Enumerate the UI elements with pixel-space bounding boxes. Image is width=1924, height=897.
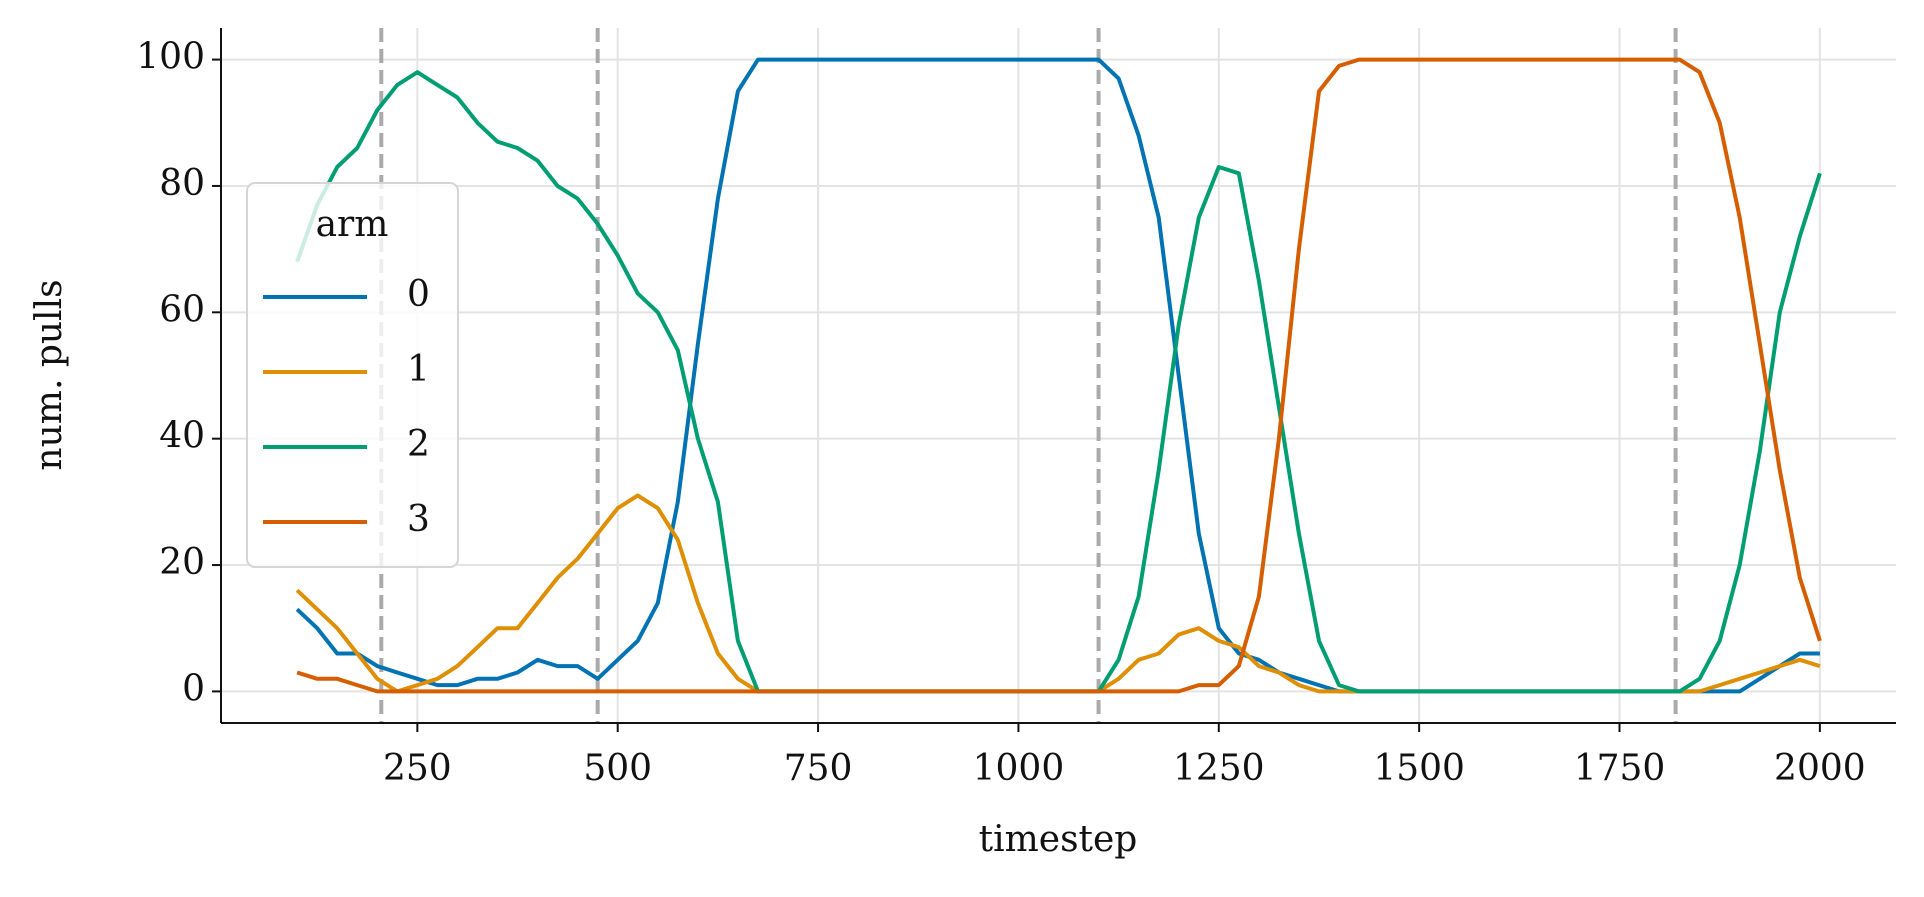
y-tick-label: 60 bbox=[159, 289, 205, 330]
series-line bbox=[295, 493, 1821, 694]
x-tick-label: 1000 bbox=[973, 748, 1065, 789]
series-line bbox=[295, 70, 1822, 694]
x-tick-label: 1250 bbox=[1173, 748, 1265, 789]
legend-label: 2 bbox=[407, 424, 430, 465]
y-tick-label: 40 bbox=[159, 416, 205, 457]
x-tick-label: 1750 bbox=[1574, 748, 1666, 789]
series-line bbox=[296, 57, 1822, 694]
x-tick-label: 250 bbox=[383, 748, 452, 789]
y-tick-label: 80 bbox=[159, 163, 205, 204]
x-tick-label: 750 bbox=[784, 748, 853, 789]
x-tick-label: 1500 bbox=[1373, 748, 1465, 789]
y-tick-label: 20 bbox=[159, 542, 205, 583]
legend-label: 1 bbox=[407, 349, 430, 390]
legend-label: 0 bbox=[407, 274, 430, 315]
y-tick-label: 100 bbox=[136, 37, 205, 78]
legend-box bbox=[246, 182, 459, 568]
legend-label: 3 bbox=[407, 499, 430, 540]
y-tick-label: 0 bbox=[182, 668, 205, 709]
x-axis-label: timestep bbox=[979, 819, 1138, 860]
y-axis-label: num. pulls bbox=[29, 279, 70, 470]
x-tick-label: 2000 bbox=[1774, 748, 1866, 789]
x-tick-label: 500 bbox=[583, 748, 652, 789]
legend-title: arm bbox=[316, 204, 389, 245]
